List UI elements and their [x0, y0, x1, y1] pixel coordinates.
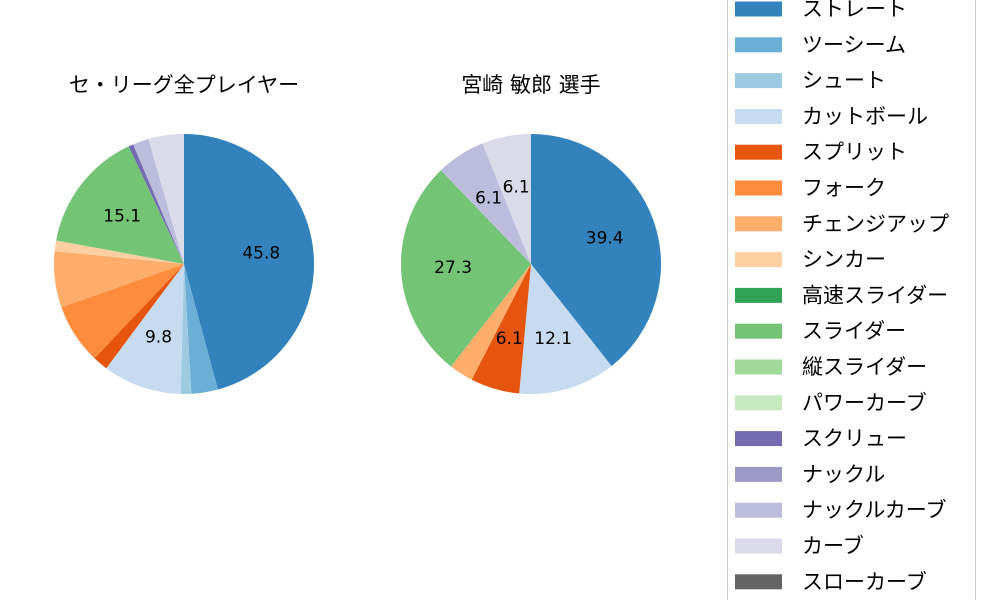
legend-swatch [735, 144, 782, 160]
pie-slice [133, 138, 184, 264]
chart-title-player: 宮崎 敏郎 選手 [461, 73, 600, 97]
legend-label: スライダー [802, 319, 906, 343]
legend-label: シンカー [802, 248, 886, 272]
legend-swatch [735, 287, 782, 303]
slice-label: 12.1 [534, 329, 572, 349]
pie-chart-player: 39.412.16.127.36.16.1 [401, 134, 661, 394]
pie-slice [440, 143, 531, 264]
legend-swatch [735, 252, 782, 268]
pie-slice [184, 134, 315, 390]
pie-slice [148, 134, 184, 264]
legend-label: ナックルカーブ [802, 498, 946, 522]
legend-swatch [735, 216, 782, 232]
legend-label: パワーカーブ [802, 391, 927, 415]
pie-slice [471, 264, 531, 394]
legend-label: 縦スライダー [802, 355, 927, 379]
pie-slice [106, 264, 184, 394]
legend-swatch [735, 466, 782, 482]
legend-label: ツーシーム [802, 33, 906, 57]
slice-label: 39.4 [586, 228, 624, 248]
pie-slice [451, 264, 531, 380]
slice-label: 27.3 [434, 258, 472, 278]
legend-swatch [735, 359, 782, 375]
slice-label: 45.8 [242, 244, 280, 264]
chart-title-league: セ・リーグ全プレイヤー [69, 73, 299, 97]
legend-swatch [735, 180, 782, 196]
legend-swatch [735, 574, 782, 590]
legend-label: ナックル [802, 462, 885, 486]
slice-label: 9.8 [145, 328, 172, 348]
pie-slice [482, 134, 531, 264]
pie-slice [54, 250, 185, 308]
legend-label: スクリュー [802, 427, 907, 451]
pie-slice [180, 264, 192, 395]
legend: ストレートツーシームシュートカットボールスプリットフォークチェンジアップシンカー… [727, 0, 976, 600]
slice-label: 15.1 [103, 206, 141, 226]
legend-swatch [735, 37, 782, 53]
slice-label: 6.1 [496, 329, 523, 349]
slice-label: 6.1 [475, 189, 502, 209]
pie-slice [94, 264, 184, 369]
legend-label: カットボール [802, 104, 928, 128]
legend-swatch [735, 108, 782, 124]
pie-slice [128, 144, 184, 264]
legend-swatch [735, 431, 782, 447]
legend-label: スプリット [802, 140, 907, 164]
legend-label: スローカーブ [802, 570, 927, 594]
slice-label: 6.1 [503, 177, 530, 197]
legend-swatch [735, 73, 782, 89]
legend-swatch [735, 395, 782, 411]
pie-slice [184, 264, 218, 394]
legend-swatch [735, 538, 782, 554]
legend-swatch [735, 1, 782, 17]
pie-slice [61, 264, 184, 359]
legend-label: シュート [802, 69, 886, 93]
pie-slice [56, 146, 184, 264]
pie-chart-league: 45.8 9.8 15.1 [54, 134, 315, 395]
legend-label: ストレート [802, 0, 907, 21]
legend-swatch [735, 502, 782, 518]
legend-swatch [735, 323, 782, 339]
legend-label: 高速スライダー [802, 283, 948, 307]
legend-label: カーブ [802, 534, 864, 558]
pie-slice [54, 240, 184, 264]
legend-label: フォーク [802, 176, 886, 200]
pie-slice [519, 264, 612, 394]
pie-slice [531, 134, 661, 367]
legend-label: チェンジアップ [802, 212, 949, 236]
legend-frame [727, 0, 976, 600]
pie-slice [401, 170, 531, 367]
